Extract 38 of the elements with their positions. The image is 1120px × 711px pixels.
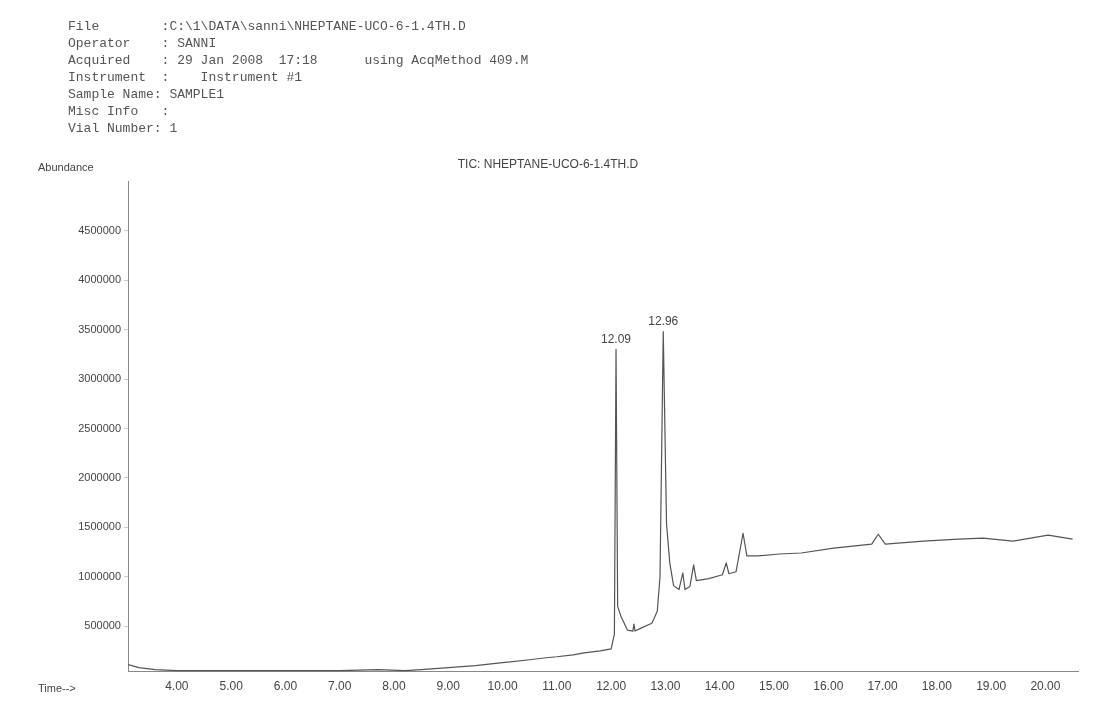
y-tick-label: 2000000: [78, 470, 121, 483]
y-tick-label: 500000: [84, 619, 121, 632]
annotation: 12.96: [648, 313, 679, 328]
text: Sample Name: SAMPLE1: [68, 86, 226, 103]
x-tick-label: 4.00: [165, 679, 189, 694]
text: Misc Info :: [68, 103, 171, 120]
x-tick-label: 14.00: [704, 679, 736, 694]
y-tick-label: 3000000: [78, 372, 121, 385]
text: Instrument : Instrument #1: [68, 69, 304, 86]
x-tick-label: 15.00: [758, 679, 790, 694]
x-tick-label: 9.00: [436, 679, 461, 694]
y-tick-label: 2500000: [78, 421, 121, 434]
x-tick-label: 19.00: [976, 679, 1007, 694]
x-tick-label: 8.00: [382, 679, 406, 694]
text: Vial Number: 1: [68, 120, 179, 137]
x-tick-label: 13.00: [650, 679, 681, 694]
text: Operator : SANNI: [68, 35, 218, 52]
y-axis-title: Abundance: [38, 160, 94, 173]
x-tick-label: 10.00: [487, 679, 518, 694]
y-tick-label: 1000000: [78, 569, 121, 582]
x-tick-label: 17.00: [867, 679, 898, 694]
x-tick-label: 7.00: [328, 679, 352, 694]
x-tick-label: 16.00: [813, 679, 844, 694]
y-tick-label: 4000000: [78, 273, 121, 286]
chart-title: TIC: NHEPTANE-UCO-6-1.4TH.D: [457, 156, 639, 171]
x-tick-label: 18.00: [921, 679, 953, 694]
y-tick-label: 3500000: [78, 322, 121, 335]
x-tick-label: 20.00: [1030, 679, 1061, 694]
text: File :C:\1\DATA\sanni\NHEPTANE-UCO-6-1.4TH.D: [68, 18, 467, 35]
x-tick-label: 12.00: [596, 679, 627, 694]
y-tick-label: 4500000: [78, 223, 121, 236]
x-axis-title: Time-->: [38, 682, 76, 695]
x-tick-label: 11.00: [542, 679, 572, 694]
x-tick-label: 5.00: [219, 679, 244, 694]
x-tick-label: 6.00: [273, 679, 298, 694]
y-tick-label: 1500000: [78, 520, 121, 533]
text: Acquired : 29 Jan 2008 17:18 using AcqMethod 409.M: [68, 52, 530, 69]
annotation: 12.09: [601, 331, 632, 346]
